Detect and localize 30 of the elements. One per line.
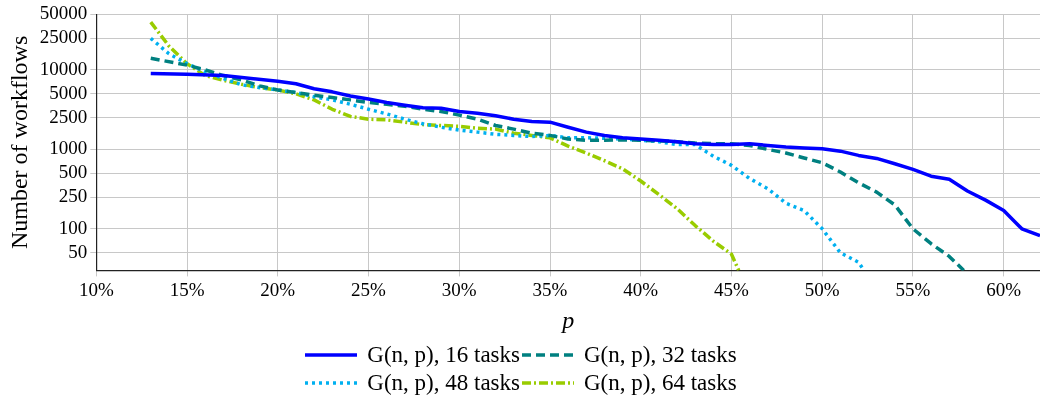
x-axis-title: p [560,306,575,333]
x-tick-label: 20% [260,278,296,300]
legend-label: G(n, p), 48 tasks [367,370,520,396]
x-tick-label: 50% [804,278,840,300]
x-tick-label: 15% [169,278,205,300]
x-tick-label: 35% [532,278,568,300]
y-tick-label: 50000 [39,2,88,24]
x-tick-label: 55% [895,278,931,300]
y-axis-title: Number of workflows [5,35,32,250]
x-tick-label: 60% [986,278,1022,300]
x-tick-label: 40% [623,278,659,300]
legend-label: G(n, p), 16 tasks [367,342,520,368]
y-tick-label: 10000 [39,57,88,79]
line-series [148,36,866,271]
y-tick-label: 1000 [49,137,88,159]
x-tick-label: 25% [351,278,387,300]
x-tick-label: 10% [78,278,114,300]
line-series [148,56,966,271]
legend-label: G(n, p), 32 tasks [584,342,737,368]
y-tick-label: 500 [58,161,88,183]
y-tick-label: 100 [58,216,88,238]
y-tick-label: 5000 [49,81,88,103]
line-series [148,20,741,271]
y-tick-label: 2500 [49,105,88,127]
y-tick-label: 25000 [39,26,88,48]
y-tick-label: 250 [58,185,88,207]
y-tick-label: 50 [68,240,88,262]
x-tick-label: 45% [714,278,750,300]
x-tick-label: 30% [441,278,477,300]
legend-label: G(n, p), 64 tasks [584,370,737,396]
